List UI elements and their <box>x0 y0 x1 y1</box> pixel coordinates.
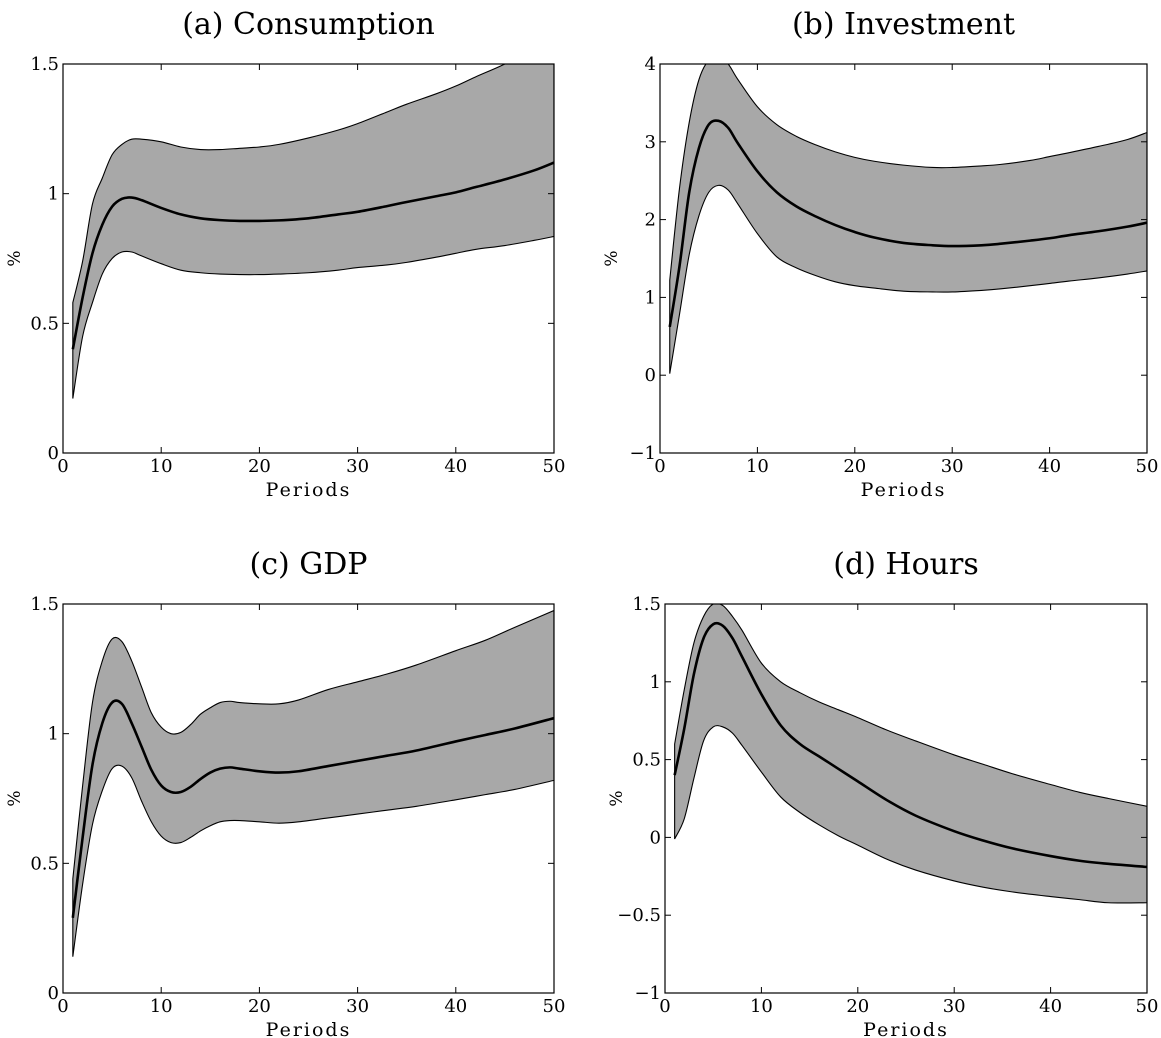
y-tick-label: 1 <box>48 184 59 205</box>
x-tick-label: 40 <box>444 456 467 477</box>
y-tick-label: 0.5 <box>30 853 59 874</box>
y-axis-label: % <box>602 250 622 266</box>
plot-frame-a <box>62 63 555 454</box>
plot-frame-c <box>62 603 555 994</box>
x-tick-label: 30 <box>941 456 964 477</box>
panel-d: 0 10 20 30 40 50 −1 −0.5 0 0.5 1 1.5 (d) Hours Period… <box>607 547 1158 1038</box>
x-tick-label: 40 <box>1039 996 1062 1017</box>
confidence-band-d <box>674 604 1147 904</box>
y-tick-label: 1.5 <box>632 594 661 615</box>
y-tick-label: 1 <box>48 724 59 745</box>
y-tick-label: 4 <box>645 54 656 75</box>
x-tick-label: 50 <box>1136 996 1159 1017</box>
confidence-band-a <box>72 64 554 399</box>
y-tick-label: 0 <box>48 443 59 464</box>
median-line-a <box>71 161 554 350</box>
panel-title: (d) Hours <box>833 547 978 582</box>
x-tick-label: 20 <box>846 996 869 1017</box>
confidence-band-c <box>72 609 554 957</box>
x-axis-label: Periods <box>861 479 947 501</box>
plot-frame-b <box>659 63 1148 454</box>
y-tick-label: 2 <box>645 210 656 231</box>
x-tick-label: 30 <box>943 996 966 1017</box>
x-axis-label: Periods <box>863 1019 949 1038</box>
median-line-b <box>668 119 1147 328</box>
y-tick-label: −1 <box>634 983 661 1004</box>
x-tick-label: 10 <box>746 456 769 477</box>
x-tick-label: 20 <box>248 456 271 477</box>
x-tick-label: 0 <box>57 456 68 477</box>
x-axis-label: Periods <box>266 1019 352 1038</box>
y-tick-label: 0 <box>48 983 59 1004</box>
y-tick-label: 1.5 <box>30 54 59 75</box>
x-tick-label: 0 <box>654 456 665 477</box>
median-line-d <box>673 621 1147 869</box>
x-tick-label: 20 <box>248 996 271 1017</box>
x-axis-label: Periods <box>266 479 352 501</box>
median-line-c <box>71 699 554 918</box>
confidence-band-b <box>669 64 1147 374</box>
x-tick-label: 10 <box>150 996 173 1017</box>
y-tick-label: 1 <box>645 287 656 308</box>
x-tick-label: 30 <box>346 996 369 1017</box>
x-tick-label: 50 <box>1136 456 1159 477</box>
panel-title: (b) Investment <box>792 7 1015 42</box>
y-tick-label: 0.5 <box>30 313 59 334</box>
y-tick-label: 1.5 <box>30 594 59 615</box>
x-tick-label: 30 <box>346 456 369 477</box>
x-tick-label: 40 <box>1038 456 1061 477</box>
y-tick-label: −0.5 <box>617 905 661 926</box>
x-tick-label: 0 <box>57 996 68 1017</box>
y-axis-label: % <box>607 790 627 806</box>
x-tick-label: 20 <box>843 456 866 477</box>
y-axis-label: % <box>5 250 25 266</box>
panel-title: (a) Consumption <box>182 7 435 42</box>
y-tick-label: 0 <box>650 827 661 848</box>
y-axis-label: % <box>5 790 25 806</box>
y-tick-label: 0.5 <box>632 750 661 771</box>
panel-c: 0 10 20 30 40 50 0 0.5 1 1.5 (c) GDP Periods% <box>5 547 565 1038</box>
x-tick-label: 40 <box>444 996 467 1017</box>
y-tick-label: 0 <box>645 365 656 386</box>
y-tick-label: 3 <box>645 132 656 153</box>
panel-title: (c) GDP <box>250 547 368 582</box>
x-tick-label: 10 <box>150 456 173 477</box>
x-tick-label: 10 <box>750 996 773 1017</box>
x-tick-label: 50 <box>543 996 566 1017</box>
y-tick-label: −1 <box>629 443 656 464</box>
panel-a: 0 10 20 30 40 50 0 0.5 1 1.5 (a) Consumption Period… <box>5 7 565 501</box>
x-tick-label: 0 <box>659 996 670 1017</box>
x-tick-label: 50 <box>543 456 566 477</box>
plot-frame-d <box>664 603 1148 994</box>
y-tick-label: 1 <box>650 672 661 693</box>
